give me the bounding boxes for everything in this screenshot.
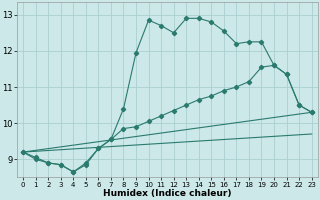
X-axis label: Humidex (Indice chaleur): Humidex (Indice chaleur) bbox=[103, 189, 232, 198]
